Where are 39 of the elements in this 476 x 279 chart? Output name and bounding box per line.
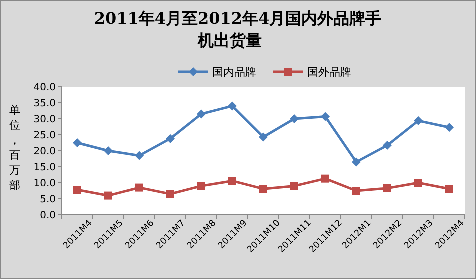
point	[197, 110, 206, 119]
point	[104, 146, 113, 156]
point	[414, 116, 423, 126]
point	[414, 179, 422, 187]
point	[228, 102, 237, 111]
point	[445, 123, 454, 132]
point	[290, 114, 299, 124]
legend-label: 国内品牌	[212, 66, 256, 79]
point	[290, 182, 298, 190]
point	[383, 141, 392, 150]
point	[166, 134, 175, 144]
point	[322, 174, 330, 183]
point	[260, 185, 268, 194]
y-axis-title: 单位，百万部	[10, 104, 20, 192]
y-tick-label: 10.0	[34, 178, 56, 190]
point	[74, 186, 82, 194]
point	[104, 192, 112, 200]
point	[446, 185, 454, 194]
y-tick-label: 30.0	[34, 114, 56, 126]
point	[352, 158, 361, 167]
point	[136, 184, 144, 192]
chart-title: 2011年4月至2012年4月国内外品牌手机出货量	[94, 9, 382, 50]
y-tick-label: 5.0	[40, 194, 56, 206]
point	[259, 132, 268, 142]
point	[135, 151, 144, 160]
point	[198, 182, 206, 190]
point	[73, 138, 82, 148]
y-tick-label: 20.0	[34, 146, 56, 158]
point	[352, 187, 360, 195]
point	[321, 112, 330, 122]
y-tick-label: 15.0	[34, 162, 56, 174]
point	[166, 190, 174, 198]
y-tick-label: 35.0	[34, 98, 56, 110]
y-tick-label: 40.0	[34, 82, 56, 94]
point	[384, 184, 392, 192]
legend-label: 国外品牌	[308, 66, 352, 79]
y-tick-label: 25.0	[34, 130, 56, 142]
point	[228, 177, 236, 186]
y-tick-label: 0.0	[40, 210, 56, 222]
